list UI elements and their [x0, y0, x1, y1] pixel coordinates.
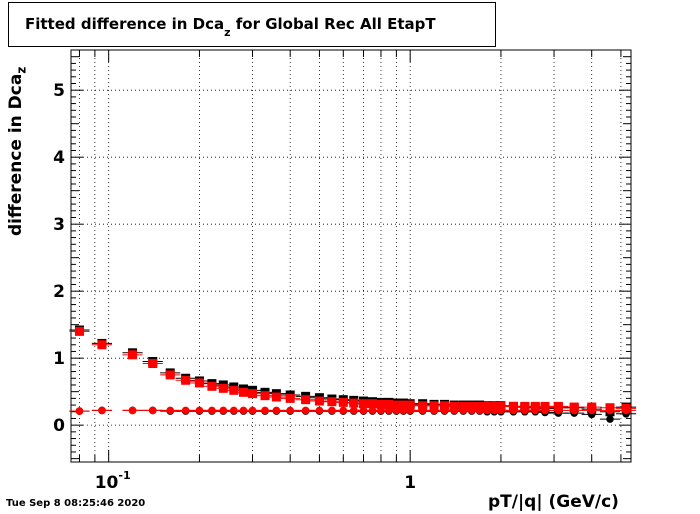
data-point-circle — [166, 406, 175, 415]
x-tick-label: 1 — [404, 473, 416, 493]
data-point-square — [194, 378, 204, 388]
data-point-square — [496, 401, 506, 411]
data-point-square — [165, 370, 175, 380]
data-point-square — [285, 393, 295, 403]
y-tick-label: 1 — [53, 349, 65, 369]
y-tick-label: 0 — [53, 416, 65, 436]
data-point-circle — [286, 406, 294, 415]
data-point-square — [97, 340, 107, 350]
grid-lines — [71, 50, 631, 462]
data-point-square — [368, 399, 378, 409]
chart-title: Fitted difference in Dcaz for Global Rec… — [25, 15, 436, 39]
data-point-square — [508, 401, 518, 411]
plot-frame — [70, 49, 632, 463]
data-point-square — [384, 399, 394, 409]
data-point-circle — [509, 406, 518, 415]
y-tick-label: 5 — [53, 81, 65, 101]
data-point-square — [148, 359, 158, 369]
data-point-circle — [606, 406, 614, 415]
data-point-square — [260, 391, 270, 401]
data-point-circle — [606, 415, 614, 423]
data-point-circle — [570, 406, 579, 415]
data-point-circle — [406, 406, 414, 415]
data-point-square — [128, 350, 138, 360]
data-point-circle — [128, 406, 137, 415]
data-point-circle — [587, 406, 596, 415]
data-point-square — [181, 375, 191, 385]
data-point-circle — [181, 406, 190, 415]
data-point-square — [327, 397, 337, 407]
data-point-circle — [554, 406, 563, 415]
data-point-square — [74, 326, 84, 336]
data-point-circle — [75, 407, 84, 415]
data-point-square — [248, 389, 258, 399]
data-point-square — [229, 385, 239, 395]
data-point-circle — [541, 406, 549, 415]
y-tick-label: 4 — [53, 148, 65, 168]
data-point-circle — [430, 406, 438, 415]
data-point-circle — [301, 406, 310, 415]
data-point-circle — [497, 406, 505, 415]
data-point-circle — [521, 406, 529, 415]
data-point-circle — [418, 406, 427, 415]
data-point-circle — [315, 406, 324, 415]
data-point-circle — [622, 406, 630, 415]
data-point-square — [271, 392, 281, 402]
data-point-circle — [219, 406, 228, 415]
data-point-square — [440, 401, 450, 411]
data-point-square — [238, 387, 248, 397]
data-point-square — [314, 396, 324, 406]
data-marks — [69, 325, 637, 423]
data-point-circle — [248, 406, 257, 415]
data-point-square — [301, 395, 311, 405]
data-point-circle — [339, 406, 348, 415]
y-axis-label: difference in Dcaz — [6, 66, 29, 236]
data-point-circle — [148, 406, 157, 415]
data-point-square — [349, 398, 359, 408]
data-point-square — [418, 401, 428, 411]
data-point-circle — [328, 406, 336, 415]
data-point-square — [218, 383, 228, 393]
x-axis-label: pT/|q| (GeV/c) — [488, 492, 619, 512]
datestamp: Tue Sep 8 08:25:46 2020 — [6, 498, 146, 509]
x-tick-label: 10-1 — [95, 469, 131, 493]
axes: 0 1 2 3 4 5 10-1 1 — [53, 49, 631, 493]
data-point-circle — [208, 406, 216, 415]
data-point-square — [553, 401, 563, 411]
data-point-circle — [272, 406, 281, 415]
y-tick-label: 3 — [53, 215, 65, 235]
y-tick-label: 2 — [53, 282, 65, 302]
data-point-square — [540, 401, 550, 411]
data-point-circle — [98, 406, 106, 415]
data-point-circle — [195, 406, 204, 415]
data-point-square — [207, 381, 217, 391]
data-point-square — [405, 400, 415, 410]
data-point-square — [429, 401, 439, 411]
data-point-square — [338, 397, 348, 407]
data-point-circle — [261, 406, 269, 415]
title-box: Fitted difference in Dcaz for Global Rec… — [8, 2, 496, 47]
data-point-square — [520, 401, 530, 411]
